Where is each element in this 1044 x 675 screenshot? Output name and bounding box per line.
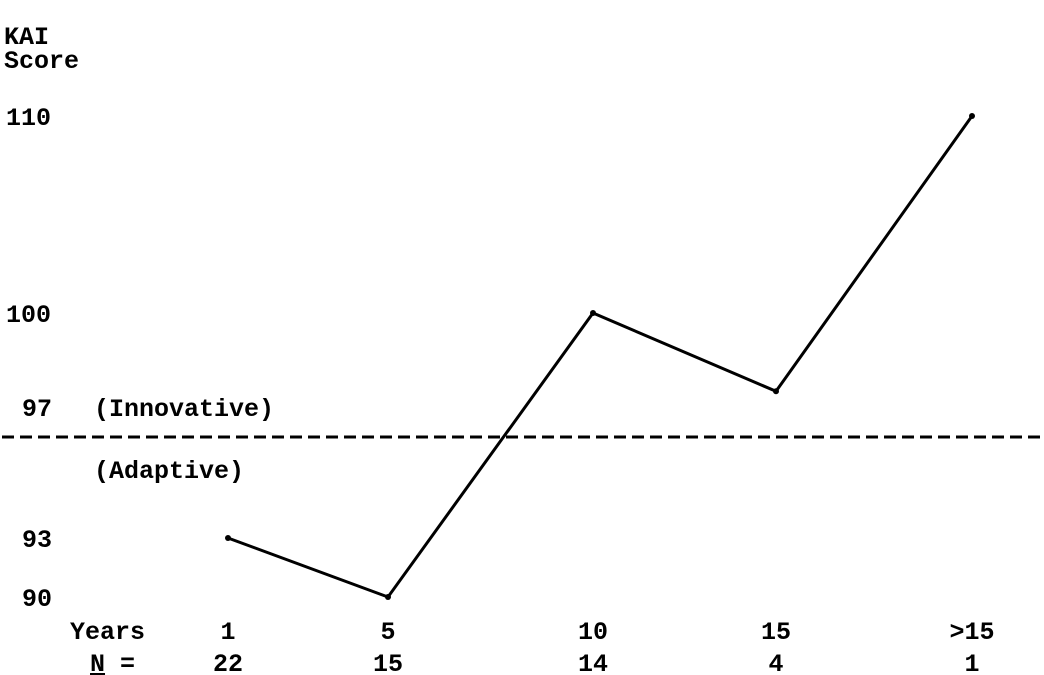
y-axis-title-line-2: Score bbox=[4, 47, 79, 76]
data-points bbox=[225, 113, 975, 600]
data-point-3 bbox=[590, 310, 596, 316]
x-tick-label-3: 10 bbox=[578, 618, 608, 647]
n-value-2: 15 bbox=[373, 650, 403, 675]
n-value-3: 14 bbox=[578, 650, 608, 675]
n-equals: = bbox=[120, 650, 150, 675]
x-tick-label-1: 1 bbox=[220, 618, 235, 647]
innovative-label: (Innovative) bbox=[94, 395, 274, 424]
n-row-label: N = bbox=[90, 650, 150, 675]
n-value-5: 1 bbox=[964, 650, 979, 675]
data-point-4 bbox=[773, 388, 779, 395]
n-symbol: N bbox=[90, 650, 105, 675]
data-point-2 bbox=[385, 594, 391, 600]
x-tick-label-4: 15 bbox=[761, 618, 791, 647]
y-tick-label-97: 97 bbox=[22, 395, 52, 424]
x-axis-title-years: Years bbox=[70, 618, 145, 647]
x-tick-label-2: 5 bbox=[380, 618, 395, 647]
kai-score-series-line bbox=[227, 115, 974, 599]
y-axis-title: KAI Score bbox=[4, 23, 79, 76]
adaptive-label: (Adaptive) bbox=[94, 457, 244, 486]
data-point-5 bbox=[969, 113, 975, 119]
y-axis-title-line-1: KAI bbox=[4, 23, 49, 52]
n-values-row: 22 15 14 4 1 bbox=[213, 650, 980, 675]
n-value-1: 22 bbox=[213, 650, 243, 675]
x-tick-label-5: >15 bbox=[949, 618, 994, 647]
y-axis-tick-labels: 110 100 97 93 90 bbox=[6, 104, 52, 614]
y-tick-label-100: 100 bbox=[6, 301, 51, 330]
y-tick-label-110: 110 bbox=[6, 104, 51, 133]
y-tick-label-90: 90 bbox=[22, 585, 52, 614]
data-point-1 bbox=[225, 535, 231, 541]
n-value-4: 4 bbox=[768, 650, 783, 675]
x-axis-tick-labels: 1 5 10 15 >15 bbox=[220, 618, 994, 647]
y-tick-label-93: 93 bbox=[22, 526, 52, 555]
